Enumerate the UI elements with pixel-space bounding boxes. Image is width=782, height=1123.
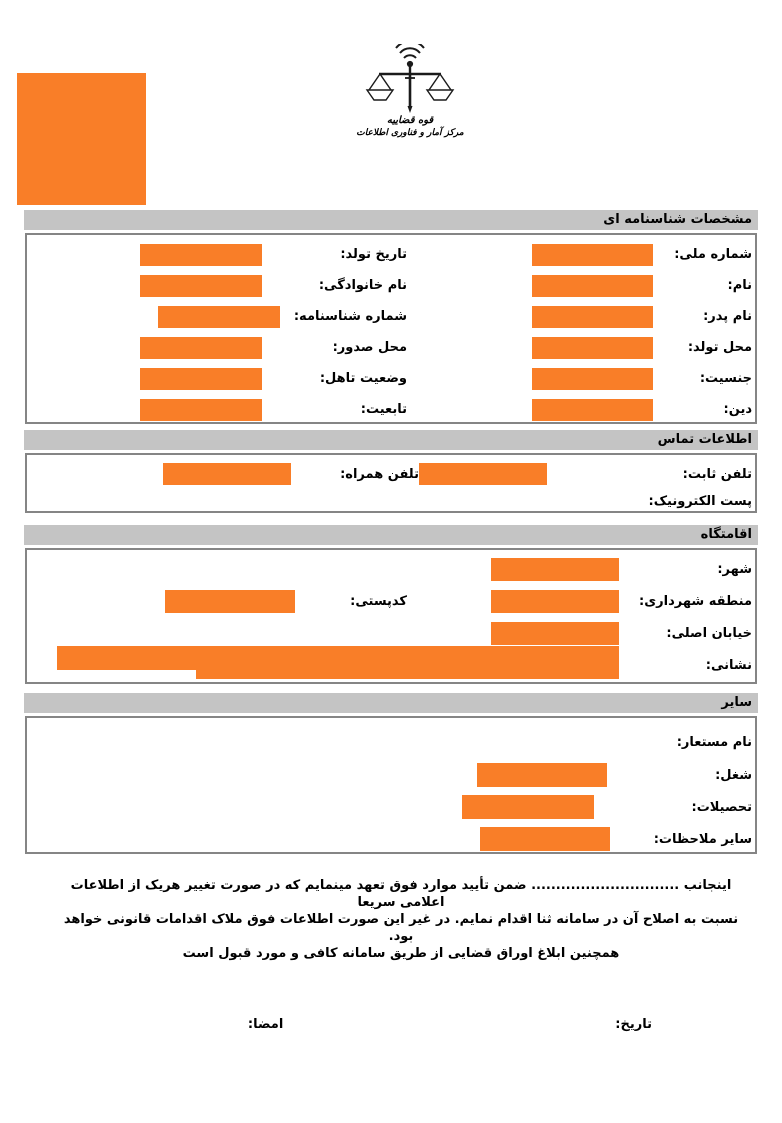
postal-code-label: کدپستی:	[350, 593, 407, 609]
address-redacted-value-line1	[57, 646, 619, 670]
identity-row-gender: جنسیت: وضعیت تاهل:	[27, 363, 755, 394]
other-notes-redacted-value	[480, 827, 610, 851]
pledge-line-2: نسبت به اصلاح آن در سامانه ثنا اقدام نما…	[63, 912, 739, 944]
residence-row-street: خیابان اصلی:	[27, 617, 755, 649]
religion-redacted-value	[532, 398, 653, 421]
religion-label: دین:	[723, 402, 752, 417]
last-name-label: نام خانوادگی:	[318, 278, 407, 293]
other-row-alias: نام مستعار:	[27, 725, 755, 759]
birth-date-redacted-value	[140, 243, 262, 266]
section-header-identity: مشخصات شناسنامه ای	[24, 210, 758, 230]
landline-label: تلفن ثابت:	[682, 466, 752, 482]
identity-row-national-id: شماره ملی: تاریخ تولد:	[27, 239, 755, 270]
nationality-redacted-value	[140, 398, 262, 421]
other-box: نام مستعار: شغل: تحصیلات: سایر ملاحظات:	[25, 716, 757, 854]
marital-status-label: وضعیت تاهل:	[319, 371, 407, 386]
other-row-education: تحصیلات:	[27, 791, 755, 823]
contact-box: تلفن ثابت: تلفن همراه: پست الکترونیک:	[25, 453, 757, 513]
pledge-line-3: همچنین ابلاغ اوراق قضایی از طریق سامانه …	[182, 946, 620, 961]
job-label: شغل:	[715, 767, 752, 783]
national-id-redacted-value	[532, 243, 653, 266]
pledge-line-1: اینجانب .............................. ض…	[70, 878, 732, 910]
certificate-number-label: شماره شناسنامه:	[293, 309, 407, 324]
pledge-paragraph: اینجانب .............................. ض…	[52, 877, 750, 962]
birth-date-label: تاریخ تولد:	[340, 247, 407, 262]
scales-of-justice-icon	[365, 44, 455, 113]
contact-row-phones: تلفن ثابت: تلفن همراه:	[27, 459, 755, 489]
section-header-contact: اطلاعات تماس	[24, 430, 758, 450]
birthplace-redacted-value	[532, 336, 653, 359]
father-name-redacted-value	[532, 305, 653, 328]
date-signature-row: تاریخ: امضا:	[24, 1017, 758, 1032]
national-id-label: شماره ملی:	[674, 247, 752, 262]
other-notes-label: سایر ملاحظات:	[653, 831, 752, 847]
signature-label: امضا:	[247, 1017, 284, 1032]
email-label: پست الکترونیک:	[648, 493, 752, 509]
residence-row-city: شهر:	[27, 553, 755, 585]
first-name-label: نام:	[727, 278, 753, 293]
residence-row-address: نشانی:	[27, 649, 755, 681]
form-content: مشخصات شناسنامه ای شماره ملی: تاریخ تولد…	[24, 210, 758, 1032]
address-label: نشانی:	[705, 657, 752, 673]
main-street-label: خیابان اصلی:	[666, 625, 752, 641]
identity-row-birthplace: محل تولد: محل صدور:	[27, 332, 755, 363]
judiciary-logo: قوه قضاییه مرکز آمار و فناوری اطلاعات	[335, 44, 485, 140]
education-redacted-value	[462, 795, 594, 819]
identity-row-father: نام پدر: شماره شناسنامه:	[27, 301, 755, 332]
other-row-notes: سایر ملاحظات:	[27, 823, 755, 855]
identity-box: شماره ملی: تاریخ تولد: نام: نام خانوادگی…	[25, 233, 757, 424]
gender-redacted-value	[532, 367, 653, 390]
other-row-job: شغل:	[27, 759, 755, 791]
issue-place-redacted-value	[140, 336, 262, 359]
father-name-label: نام پدر:	[703, 309, 752, 324]
residence-box: شهر: منطقه شهرداری: کدپستی: خیابان اصلی:…	[25, 548, 757, 684]
logo-subtitle: مرکز آمار و فناوری اطلاعات	[356, 128, 464, 138]
address-redacted-value-line2	[196, 670, 619, 679]
residence-row-district: منطقه شهرداری: کدپستی:	[27, 585, 755, 617]
first-name-redacted-value	[532, 274, 653, 297]
mobile-label: تلفن همراه:	[340, 466, 419, 482]
contact-row-email: پست الکترونیک:	[27, 489, 755, 513]
date-label: تاریخ:	[615, 1017, 652, 1032]
photo-placeholder-redacted	[17, 73, 146, 205]
education-label: تحصیلات:	[691, 799, 753, 815]
section-header-other: سایر	[24, 693, 758, 713]
identity-row-religion: دین: تابعیت:	[27, 394, 755, 425]
section-header-residence: اقامتگاه	[24, 525, 758, 545]
nationality-label: تابعیت:	[360, 402, 407, 417]
certificate-number-redacted-value	[158, 305, 280, 328]
birthplace-label: محل تولد:	[687, 340, 752, 355]
marital-status-redacted-value	[140, 367, 262, 390]
identity-row-name: نام: نام خانوادگی:	[27, 270, 755, 301]
mobile-redacted-value	[163, 463, 291, 485]
district-label: منطقه شهرداری:	[639, 593, 752, 609]
alias-label: نام مستعار:	[676, 734, 752, 750]
postal-code-redacted-value	[165, 589, 295, 613]
district-redacted-value	[491, 589, 619, 613]
landline-redacted-value	[419, 463, 547, 485]
gender-label: جنسیت:	[699, 371, 752, 386]
logo-title: قوه قضاییه	[386, 115, 434, 126]
job-redacted-value	[477, 763, 607, 787]
city-redacted-value	[491, 557, 619, 581]
main-street-redacted-value	[491, 621, 619, 645]
city-label: شهر:	[717, 561, 752, 577]
issue-place-label: محل صدور:	[332, 340, 407, 355]
last-name-redacted-value	[140, 274, 262, 297]
